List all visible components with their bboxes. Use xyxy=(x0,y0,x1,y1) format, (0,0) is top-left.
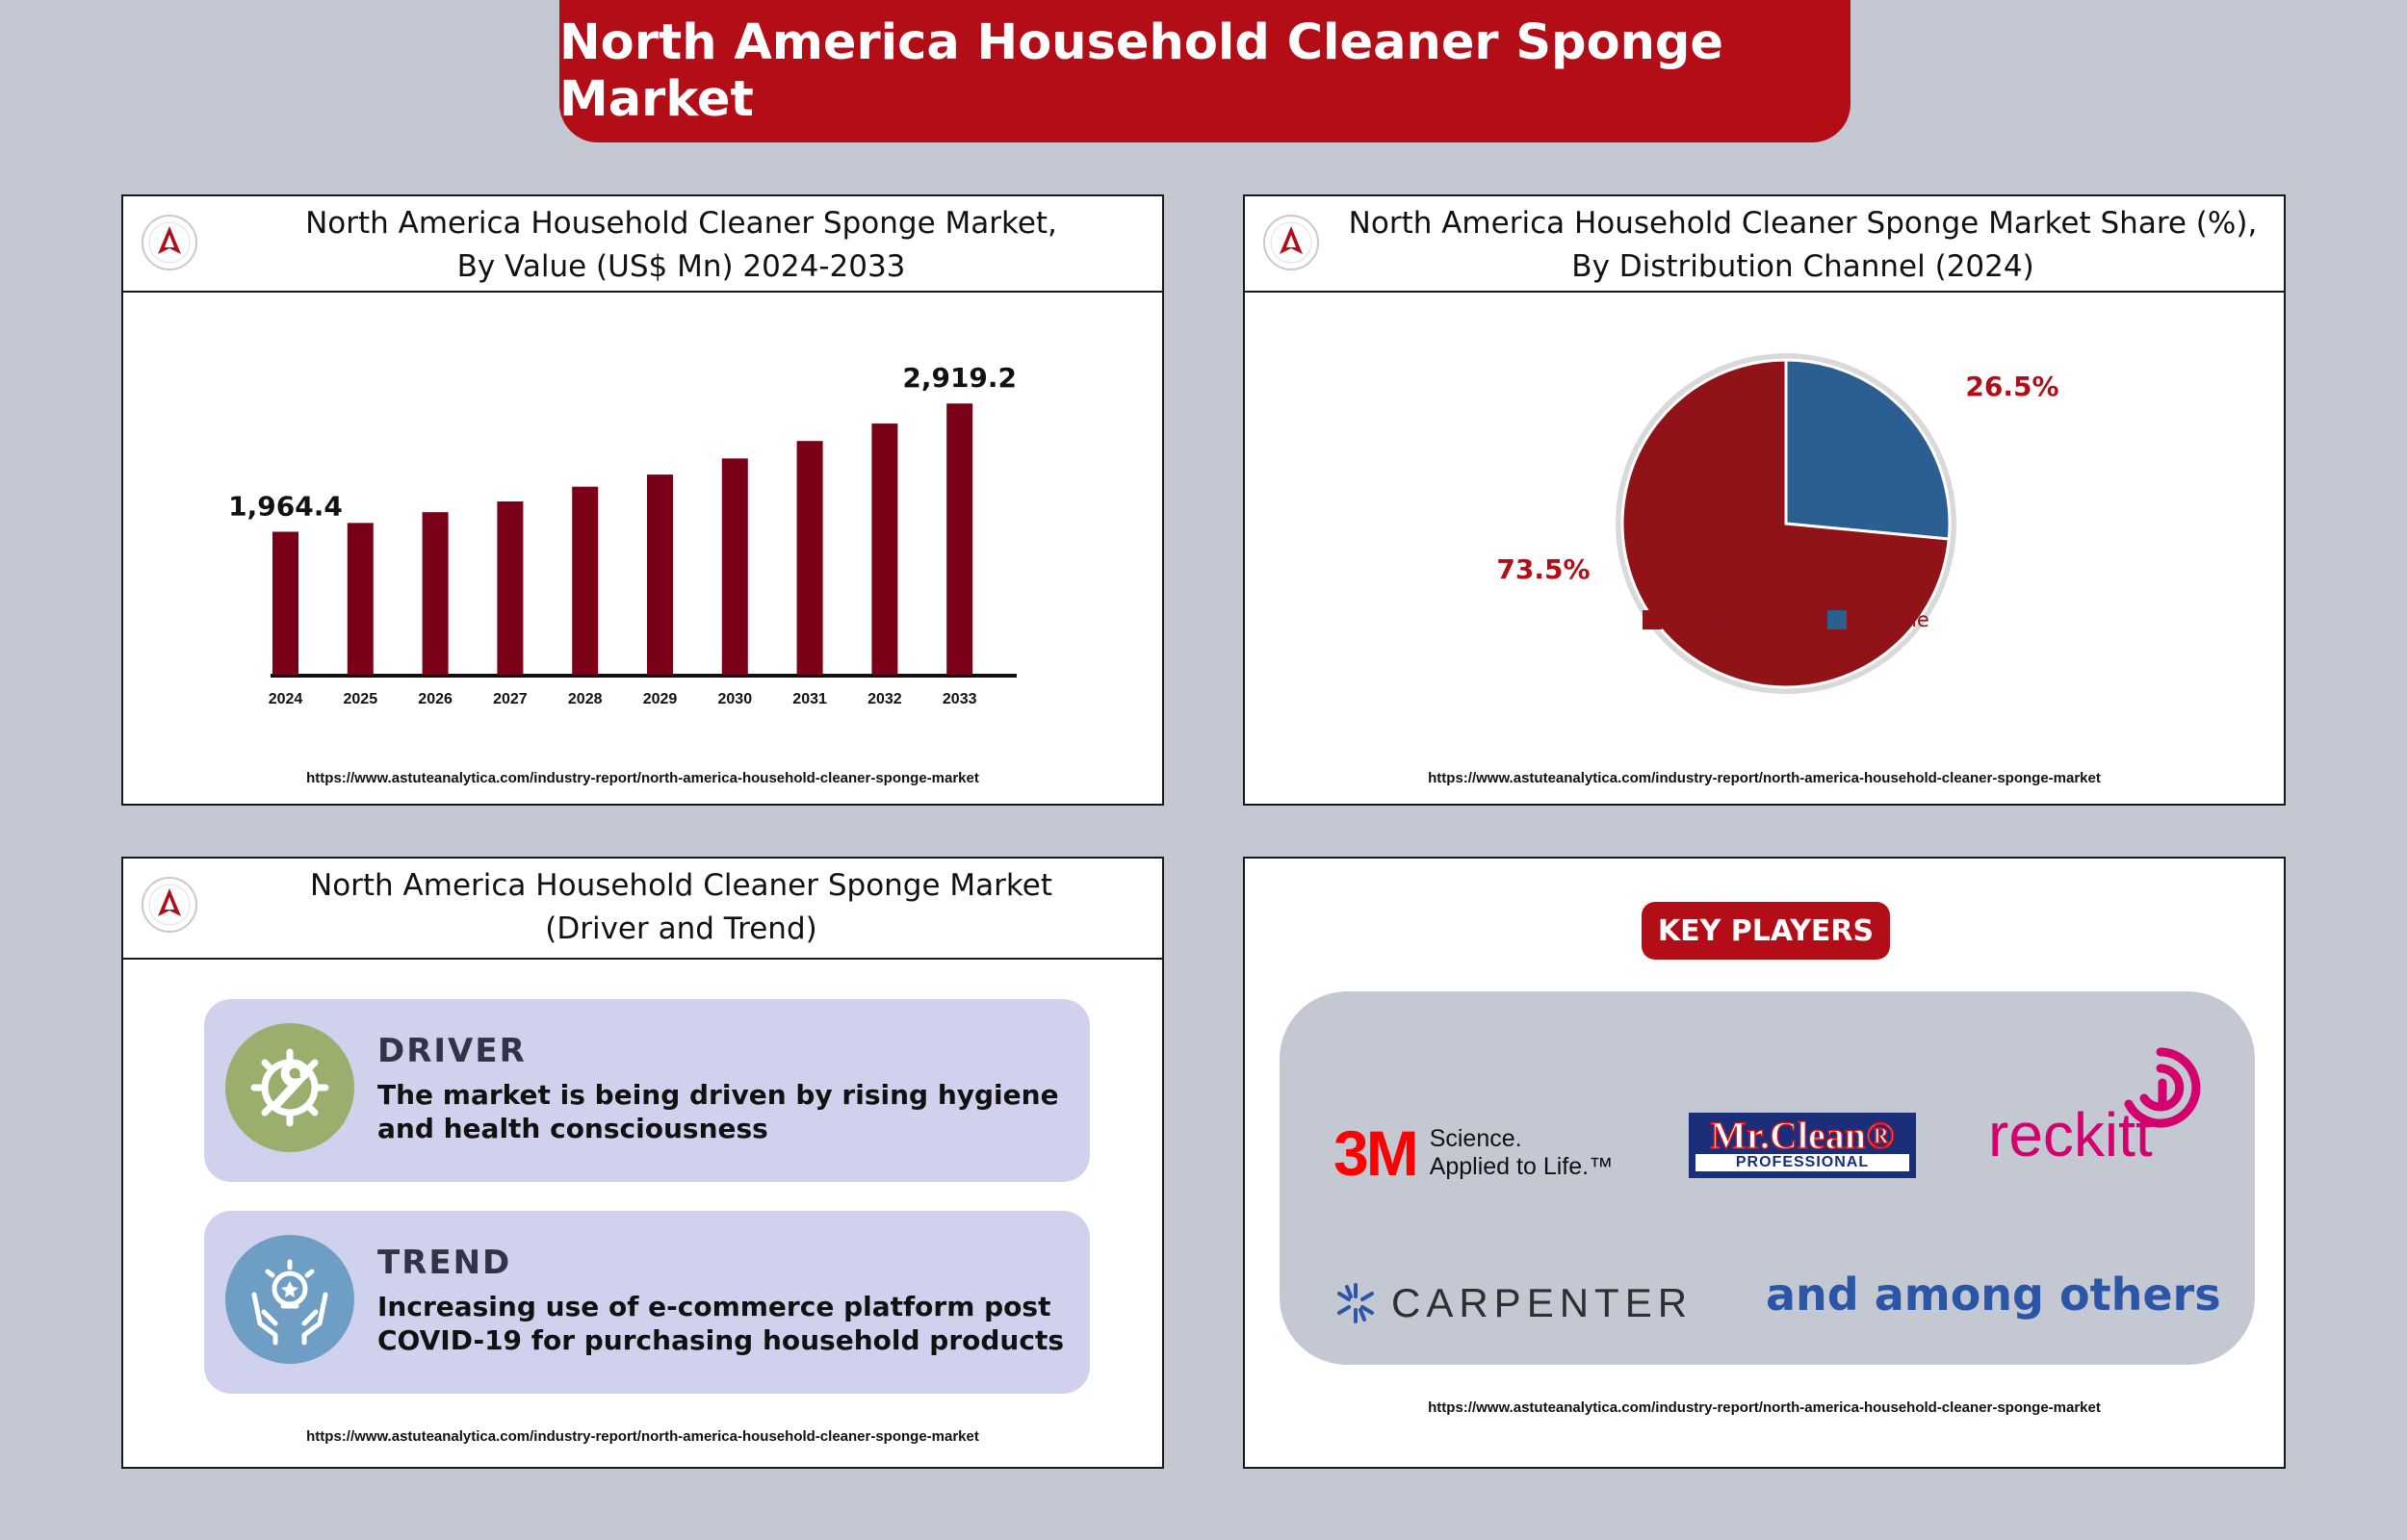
x-tick-label: 2026 xyxy=(418,691,453,707)
3m-wordmark: 3M xyxy=(1333,1117,1419,1189)
others-text: and among others xyxy=(1766,1269,2221,1321)
bar-2031 xyxy=(796,441,823,675)
mr-clean-logo: Mr.Clean® PROFESSIONAL xyxy=(1689,1113,1916,1178)
data-label-2033: 2,919.2 xyxy=(902,362,1017,394)
bar-2026 xyxy=(422,512,449,675)
reckitt-swirl-icon xyxy=(2124,1047,2201,1128)
x-tick-label: 2027 xyxy=(493,691,528,707)
bar-chart-title: North America Household Cleaner Sponge M… xyxy=(200,202,1162,289)
title-line: By Distribution Channel (2024) xyxy=(1571,249,2034,284)
bar-2032 xyxy=(871,424,898,675)
carpenter-mark-icon xyxy=(1337,1283,1374,1323)
mr-clean-subtitle: PROFESSIONAL xyxy=(1695,1154,1909,1171)
bar-chart: 2024 1,964.4 2025 2026 2027 2028 2029 2030 2031 2… xyxy=(228,362,1017,707)
driver-trend-panel: North America Household Cleaner Sponge M… xyxy=(121,857,1164,1469)
bar-2028 xyxy=(572,486,599,675)
bar-2025 xyxy=(347,523,374,675)
trend-icon-circle xyxy=(225,1235,354,1364)
gear-wrench-icon xyxy=(250,1048,329,1127)
title-line: North America Household Cleaner Sponge M… xyxy=(1348,206,2258,241)
x-tick-label: 2030 xyxy=(718,691,753,707)
bar-2027 xyxy=(497,500,524,675)
pie-slice-offline xyxy=(1620,358,1951,689)
panel-header: North America Household Cleaner Sponge M… xyxy=(1245,196,2284,293)
source-url: https://www.astuteanalytica.com/industry… xyxy=(1428,770,2101,786)
pie-label-online: 26.5% xyxy=(1965,371,2058,402)
source-url: https://www.astuteanalytica.com/industry… xyxy=(306,1428,979,1445)
driver-trend-title: North America Household Cleaner Sponge M… xyxy=(200,864,1162,951)
panel-header: North America Household Cleaner Sponge M… xyxy=(123,859,1162,960)
carpenter-wordmark: CARPENTER xyxy=(1391,1280,1694,1325)
bar-2030 xyxy=(721,458,748,675)
key-players-panel: KEY PLAYERS 3M Science. Applied to Life.… xyxy=(1243,857,2286,1469)
panel-header: North America Household Cleaner Sponge M… xyxy=(123,196,1162,293)
pie-label-offline: 73.5% xyxy=(1496,553,1590,585)
page-title: North America Household Cleaner Sponge M… xyxy=(559,14,1724,128)
driver-heading: DRIVER xyxy=(377,1032,527,1070)
mr-clean-wordmark: Mr.Clean® xyxy=(1709,1114,1895,1157)
driver-text: The market is being driven by rising hyg… xyxy=(377,1079,1059,1144)
x-tick-label: 2025 xyxy=(344,691,378,707)
legend-swatch xyxy=(1827,610,1847,629)
tagline-line: Science. xyxy=(1429,1125,1522,1152)
bar-2029 xyxy=(647,475,673,675)
bar-2033 xyxy=(946,403,973,675)
source-url: https://www.astuteanalytica.com/industry… xyxy=(1428,1399,2101,1416)
x-tick-label: 2028 xyxy=(568,691,603,707)
title-line: (Driver and Trend) xyxy=(545,911,817,946)
x-tick-label: 2031 xyxy=(792,691,827,707)
astute-logo-icon xyxy=(1263,215,1319,270)
legend-label: Offline xyxy=(1679,608,1746,631)
driver-card: DRIVER The market is being driven by ris… xyxy=(204,999,1090,1182)
x-tick-label: 2032 xyxy=(867,691,902,707)
astute-logo-icon xyxy=(142,215,197,270)
pie-chart-panel: North America Household Cleaner Sponge M… xyxy=(1243,194,2286,806)
carpenter-logo: CARPENTER xyxy=(1333,1280,1693,1326)
trend-card: TREND Increasing use of e-commerce platf… xyxy=(204,1211,1090,1394)
legend-item-offline: Offline xyxy=(1643,608,1746,631)
legend-swatch xyxy=(1643,610,1662,629)
x-tick-label: 2033 xyxy=(943,691,977,707)
key-players-box: 3M Science. Applied to Life.™ Mr.Clean® … xyxy=(1280,991,2255,1365)
reckitt-logo: reckitt xyxy=(1988,1099,2153,1170)
bar-2024 xyxy=(272,531,298,675)
hands-idea-icon xyxy=(251,1259,328,1346)
3m-tagline: Science. Applied to Life.™ xyxy=(1430,1125,1613,1181)
source-url: https://www.astuteanalytica.com/industry… xyxy=(306,770,979,786)
title-line: North America Household Cleaner Sponge M… xyxy=(310,868,1052,903)
pie-chart-title: North America Household Cleaner Sponge M… xyxy=(1322,202,2284,289)
key-players-badge: KEY PLAYERS xyxy=(1642,902,1890,960)
trend-text: Increasing use of e-commerce platform po… xyxy=(377,1291,1064,1356)
data-label-2024: 1,964.4 xyxy=(228,490,343,522)
bar-chart-panel: North America Household Cleaner Sponge M… xyxy=(121,194,1164,806)
x-tick-label: 2029 xyxy=(643,691,678,707)
pie-chart: 73.5% 26.5% xyxy=(1496,353,2059,694)
title-line: By Value (US$ Mn) 2024-2033 xyxy=(456,249,906,284)
astute-logo-icon xyxy=(142,877,197,933)
page-banner: North America Household Cleaner Sponge M… xyxy=(559,0,1851,142)
reckitt-wordmark: reckitt xyxy=(1988,1100,2153,1169)
title-line: North America Household Cleaner Sponge M… xyxy=(305,206,1057,241)
driver-icon-circle xyxy=(225,1023,354,1152)
pie-slice-online xyxy=(1784,358,1952,541)
trend-heading: TREND xyxy=(377,1244,512,1282)
x-tick-label: 2024 xyxy=(269,691,303,707)
tagline-line: Applied to Life.™ xyxy=(1429,1153,1614,1180)
legend-item-online: Online xyxy=(1827,608,1929,631)
legend-label: Online xyxy=(1864,608,1929,631)
3m-logo: 3M Science. Applied to Life.™ xyxy=(1333,1116,1613,1190)
